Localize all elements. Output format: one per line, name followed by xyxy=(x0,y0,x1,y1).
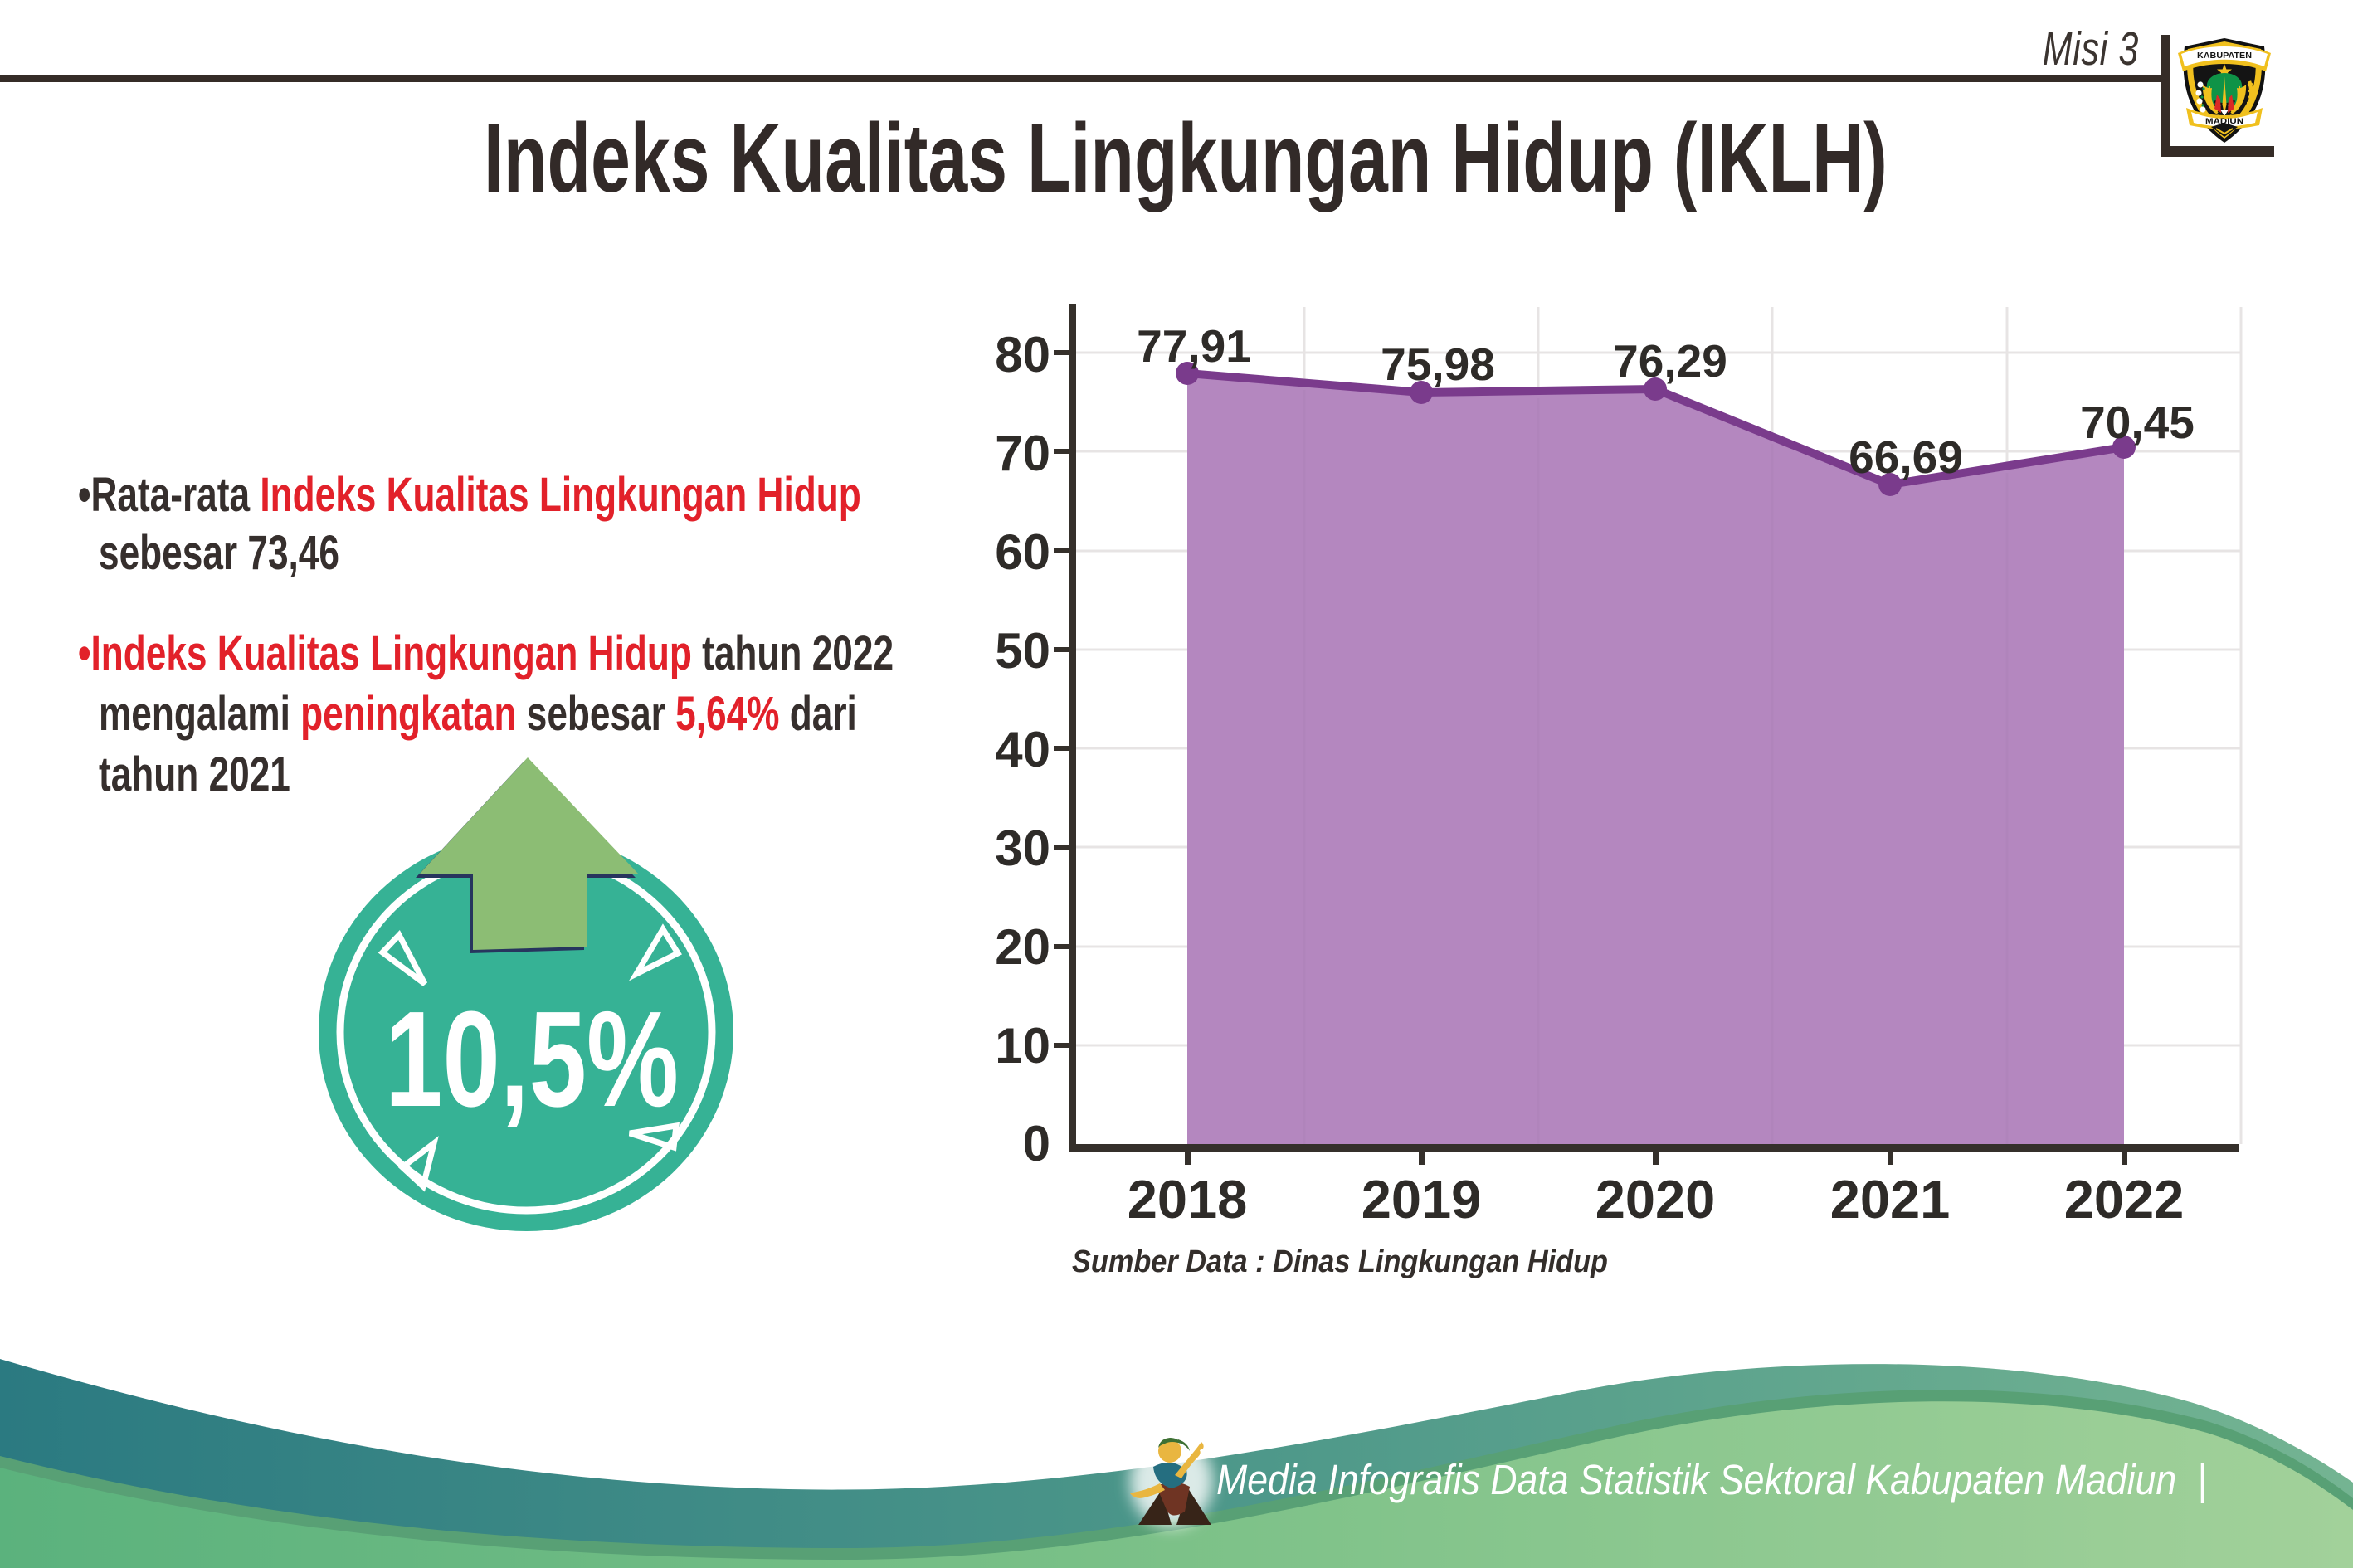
svg-text:66,69: 66,69 xyxy=(1849,431,1963,483)
svg-text:77,91: 77,91 xyxy=(1137,320,1251,372)
svg-text:2022: 2022 xyxy=(2064,1169,2185,1230)
svg-text:80: 80 xyxy=(995,327,1050,382)
svg-text:70,45: 70,45 xyxy=(2080,397,2195,448)
svg-text:76,29: 76,29 xyxy=(1613,335,1727,387)
svg-text:20: 20 xyxy=(995,919,1050,975)
svg-text:30: 30 xyxy=(995,821,1050,876)
svg-text:2020: 2020 xyxy=(1595,1169,1716,1230)
svg-text:Sumber Data : Dinas Lingkungan: Sumber Data : Dinas Lingkungan Hidup xyxy=(1072,1244,1608,1279)
svg-text:10: 10 xyxy=(995,1018,1050,1074)
svg-text:0: 0 xyxy=(1023,1116,1050,1171)
svg-text:MADIUN: MADIUN xyxy=(2205,117,2243,125)
svg-text:2019: 2019 xyxy=(1362,1169,1482,1230)
svg-text:10,5%: 10,5% xyxy=(385,983,679,1135)
svg-text:40: 40 xyxy=(995,722,1050,777)
svg-text:2018: 2018 xyxy=(1128,1169,1248,1230)
svg-text:KABUPATEN: KABUPATEN xyxy=(2197,51,2252,61)
svg-text:75,98: 75,98 xyxy=(1381,338,1495,390)
svg-text:50: 50 xyxy=(995,623,1050,679)
svg-text:2021: 2021 xyxy=(1830,1169,1951,1230)
svg-text:60: 60 xyxy=(995,524,1050,580)
svg-text:70: 70 xyxy=(995,426,1050,481)
